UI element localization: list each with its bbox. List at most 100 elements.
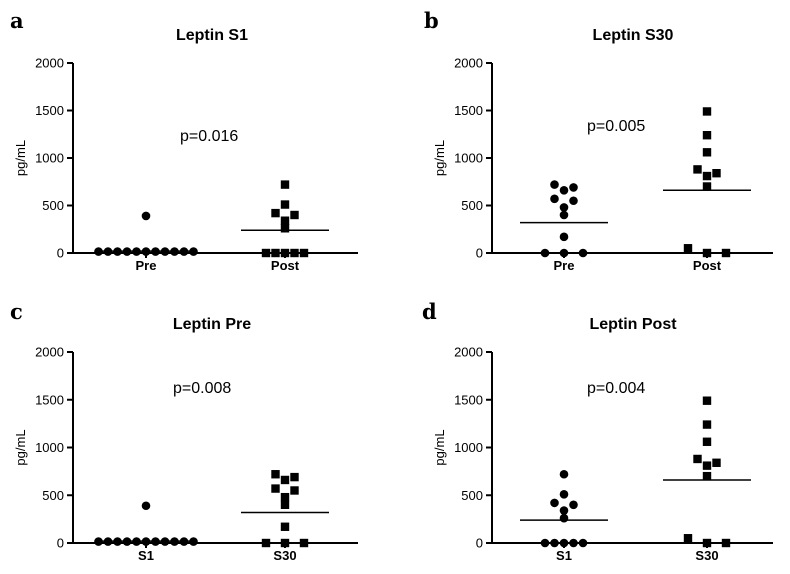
chart-title: Leptin S1 (176, 27, 248, 44)
x-tick-label: Post (271, 258, 300, 273)
data-point (559, 506, 569, 515)
data-point (559, 248, 569, 258)
data-point (280, 492, 290, 502)
data-point (569, 196, 578, 206)
data-point (280, 224, 290, 233)
y-axis-label: pg/mL (13, 429, 28, 465)
data-point (290, 248, 299, 258)
data-point (702, 396, 712, 405)
data-point (578, 538, 588, 548)
data-point (280, 248, 290, 258)
panel-d: d Leptin Post 0 500 1000 1500 2000 pg/mL p=0.004… (422, 299, 773, 563)
data-point (702, 538, 712, 548)
panel-b: b Leptin S30 0 500 1000 1500 2000 pg/mL p=0.005 P… (424, 8, 773, 273)
data-point (280, 538, 290, 548)
p-value-annotation: p=0.005 (587, 118, 645, 135)
data-point (280, 216, 290, 225)
data-point (160, 247, 170, 256)
data-point (702, 461, 712, 470)
data-point (160, 537, 170, 546)
data-point (261, 248, 271, 258)
data-point (702, 148, 712, 157)
y-tick-label: 500 (42, 488, 64, 503)
y-tick-label: 0 (57, 536, 64, 551)
data-point (290, 486, 299, 495)
data-point (578, 248, 588, 258)
data-point (559, 210, 569, 220)
data-point (702, 131, 712, 140)
data-point (559, 469, 569, 479)
data-point (550, 194, 559, 204)
data-point (693, 165, 702, 174)
data-point (702, 437, 712, 446)
data-point (299, 248, 309, 258)
y-tick-label: 2000 (35, 56, 64, 71)
x-tick-label: S30 (695, 548, 718, 563)
y-tick-label: 1500 (35, 103, 64, 118)
x-tick-label: S1 (556, 548, 572, 563)
panel-a: a Leptin S1 0 500 1000 1500 2000 pg/mL p=0.016 Pr… (10, 8, 358, 273)
panel-letter: c (10, 299, 23, 324)
data-point (550, 498, 559, 508)
data-point (94, 537, 103, 546)
data-point (559, 232, 569, 242)
data-point (113, 537, 122, 546)
data-point (712, 169, 721, 178)
data-point (179, 247, 189, 256)
data-point (702, 107, 712, 116)
chart-title: Leptin S30 (593, 27, 674, 44)
data-point (559, 513, 569, 523)
y-axis-label: pg/mL (13, 140, 28, 176)
data-point (122, 247, 132, 256)
data-point (559, 538, 569, 548)
data-point (702, 420, 712, 429)
panel-c: c Leptin Pre 0 500 1000 1500 2000 pg/mL p=0.008 S… (10, 299, 358, 563)
data-point (569, 538, 578, 548)
data-point (103, 247, 113, 256)
y-tick-label: 1500 (454, 392, 483, 407)
data-point (702, 471, 712, 481)
data-point (280, 475, 290, 485)
data-point (721, 248, 731, 258)
data-point (132, 247, 141, 256)
panel-letter: a (10, 8, 24, 33)
y-tick-label: 1000 (454, 151, 483, 166)
data-point (179, 537, 189, 546)
data-point (170, 537, 179, 546)
data-point (141, 537, 151, 546)
x-tick-label: Pre (136, 258, 157, 273)
data-point (271, 484, 280, 493)
data-point (141, 247, 151, 256)
data-point (170, 247, 179, 256)
data-point (693, 454, 702, 464)
data-point (569, 183, 578, 192)
panel-letter: d (422, 299, 437, 324)
chart-title: Leptin Post (589, 316, 677, 333)
data-point (280, 200, 290, 209)
panel-letter: b (424, 8, 439, 33)
data-point (189, 247, 198, 256)
data-point (559, 203, 569, 212)
data-point (540, 248, 550, 258)
x-tick-label: S1 (138, 548, 154, 563)
data-point (299, 538, 309, 548)
data-point (559, 186, 569, 195)
data-point (702, 248, 712, 258)
data-point (559, 489, 569, 499)
data-point (271, 248, 280, 258)
y-tick-label: 2000 (454, 345, 483, 360)
data-point (280, 522, 290, 531)
y-tick-label: 0 (476, 536, 483, 551)
p-value-annotation: p=0.004 (587, 380, 645, 397)
p-value-annotation: p=0.008 (173, 380, 231, 397)
data-point (271, 208, 280, 218)
y-axis-label: pg/mL (432, 140, 447, 176)
data-point (290, 210, 299, 220)
y-tick-label: 500 (461, 488, 483, 503)
data-point (261, 538, 271, 548)
y-tick-label: 2000 (35, 345, 64, 360)
data-point (702, 171, 712, 181)
data-point (683, 244, 693, 253)
p-value-annotation: p=0.016 (180, 128, 238, 145)
chart-title: Leptin Pre (173, 316, 251, 333)
